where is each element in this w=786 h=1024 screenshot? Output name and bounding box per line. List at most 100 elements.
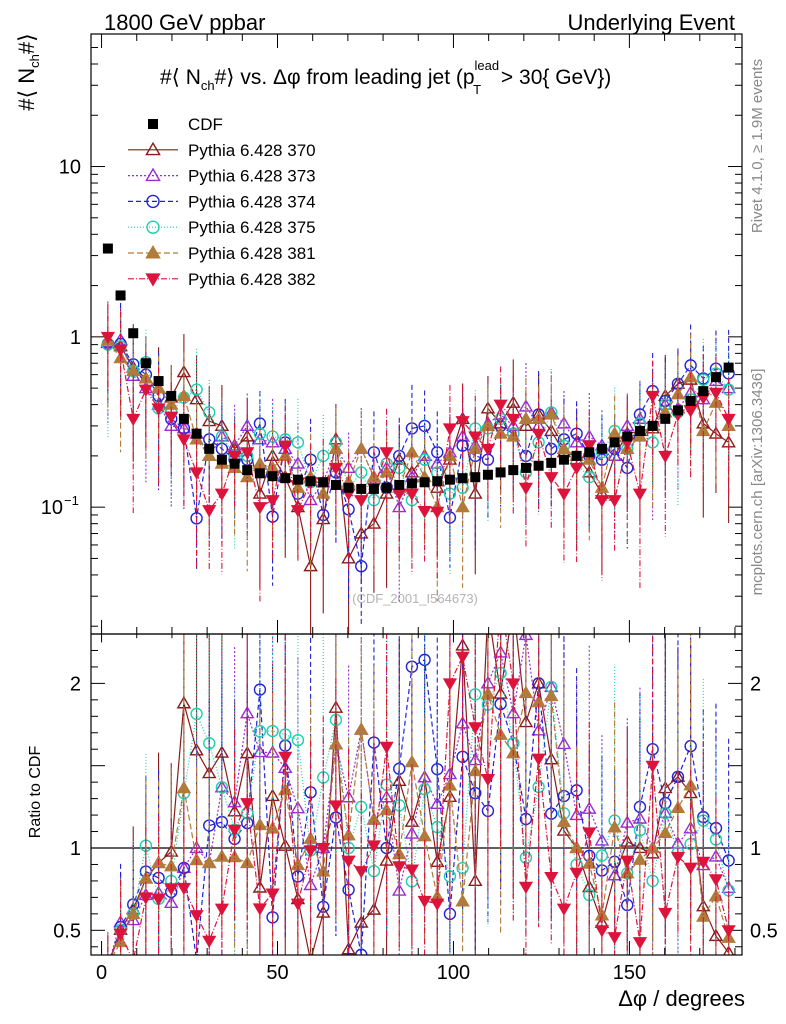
ratio-point	[455, 893, 470, 907]
header-left: 1800 GeV ppbar	[104, 10, 265, 35]
y-tick-label: 1	[70, 327, 81, 349]
cdf-data-point	[432, 476, 443, 487]
ratio-point	[189, 910, 204, 923]
data-point	[506, 413, 521, 427]
cdf-data-point	[584, 447, 595, 458]
ratio-point	[214, 903, 229, 916]
data-point	[455, 416, 470, 429]
ratio-point	[582, 827, 597, 840]
ratio-series-line	[110, 634, 730, 955]
legend-label: Pythia 6.428 375	[188, 218, 316, 237]
data-point	[531, 428, 546, 441]
data-point	[265, 495, 280, 508]
data-point	[708, 387, 724, 400]
data-point	[227, 450, 242, 464]
data-point	[544, 407, 559, 420]
ratio-point	[227, 824, 242, 837]
ratio-point	[482, 603, 494, 613]
ratio-point	[379, 741, 394, 754]
ratio-point	[556, 903, 572, 916]
data-point	[189, 467, 204, 480]
ratio-point	[620, 855, 635, 868]
cdf-data-point	[102, 243, 113, 254]
y-tick-label: 10	[59, 157, 81, 179]
ratio-point	[417, 895, 432, 909]
ratio-series-line	[112, 692, 730, 955]
ratio-point	[723, 945, 735, 955]
series-line	[107, 343, 729, 567]
x-tick-label: 100	[437, 962, 470, 984]
ratio-point	[417, 828, 432, 842]
cdf-data-point	[216, 454, 227, 465]
data-point	[518, 482, 534, 496]
data-point	[607, 495, 622, 508]
ratio-series-line	[110, 634, 730, 955]
ratio-point	[722, 854, 735, 867]
cdf-data-point	[495, 467, 506, 478]
cdf-data-point	[166, 390, 177, 401]
cdf-data-point	[470, 472, 481, 483]
ratio-point	[431, 762, 444, 776]
data-point	[214, 488, 229, 501]
data-point	[430, 506, 445, 519]
ratio-point	[594, 925, 610, 938]
cdf-data-point	[356, 483, 367, 494]
ratio-point	[125, 906, 141, 919]
x-tick-label: 50	[266, 962, 288, 984]
ratio-point	[353, 722, 369, 735]
ratio-point	[595, 849, 609, 862]
cdf-data-point	[647, 420, 658, 431]
cdf-data-point	[394, 479, 405, 490]
legend-marker	[145, 167, 161, 182]
series-line	[107, 344, 730, 502]
y-tick-label: 10	[41, 497, 63, 519]
cdf-data-point	[596, 443, 607, 454]
data-point	[278, 440, 293, 453]
data-point	[353, 441, 369, 454]
ratio-point	[392, 861, 407, 874]
ratio-tick-label-right: 2	[750, 673, 761, 695]
data-point	[518, 411, 534, 424]
data-point	[506, 395, 521, 408]
data-point	[645, 390, 660, 404]
data-point	[202, 505, 217, 518]
data-point	[252, 502, 267, 515]
ratio-series-layer	[107, 603, 736, 955]
cdf-data-point	[723, 362, 734, 373]
ratio-point	[658, 825, 673, 839]
data-point	[480, 443, 496, 457]
data-point	[455, 499, 470, 513]
cdf-data-point	[140, 358, 151, 369]
ratio-point	[193, 953, 200, 955]
ratio-point	[201, 765, 217, 779]
data-point	[632, 488, 648, 501]
ratio-point	[240, 798, 255, 811]
cdf-data-point	[419, 477, 430, 488]
cdf-data-point	[115, 290, 126, 301]
ratio-point	[632, 852, 648, 865]
legend-marker	[145, 141, 161, 156]
ratio-point	[556, 814, 572, 828]
data-point	[328, 462, 344, 476]
legend-label: Pythia 6.428 382	[188, 270, 316, 289]
ratio-point	[645, 760, 660, 773]
cdf-data-point	[178, 413, 189, 424]
data-point	[404, 488, 420, 501]
ratio-plot-frame	[90, 633, 743, 956]
legend-item: Pythia 6.428 381	[128, 244, 316, 263]
data-point	[100, 331, 115, 345]
cdf-data-point	[343, 482, 354, 493]
ratio-series-line	[111, 658, 730, 955]
legend: CDF Pythia 6.428 370 Pythia 6.428 373 Pythi…	[128, 115, 316, 289]
legend-label: Pythia 6.428 381	[188, 244, 316, 263]
ratio-series-pythia-6-428-382	[107, 634, 736, 955]
cdf-data-point	[128, 328, 139, 339]
series-cdf	[102, 243, 734, 494]
data-point	[556, 488, 572, 501]
ratio-point	[354, 866, 369, 879]
mcplots-label: mcplots.cern.ch [arXiv:1306.3436]	[749, 369, 766, 596]
ratio-point	[201, 855, 217, 869]
series-line	[107, 336, 730, 513]
ratio-point	[683, 862, 698, 875]
